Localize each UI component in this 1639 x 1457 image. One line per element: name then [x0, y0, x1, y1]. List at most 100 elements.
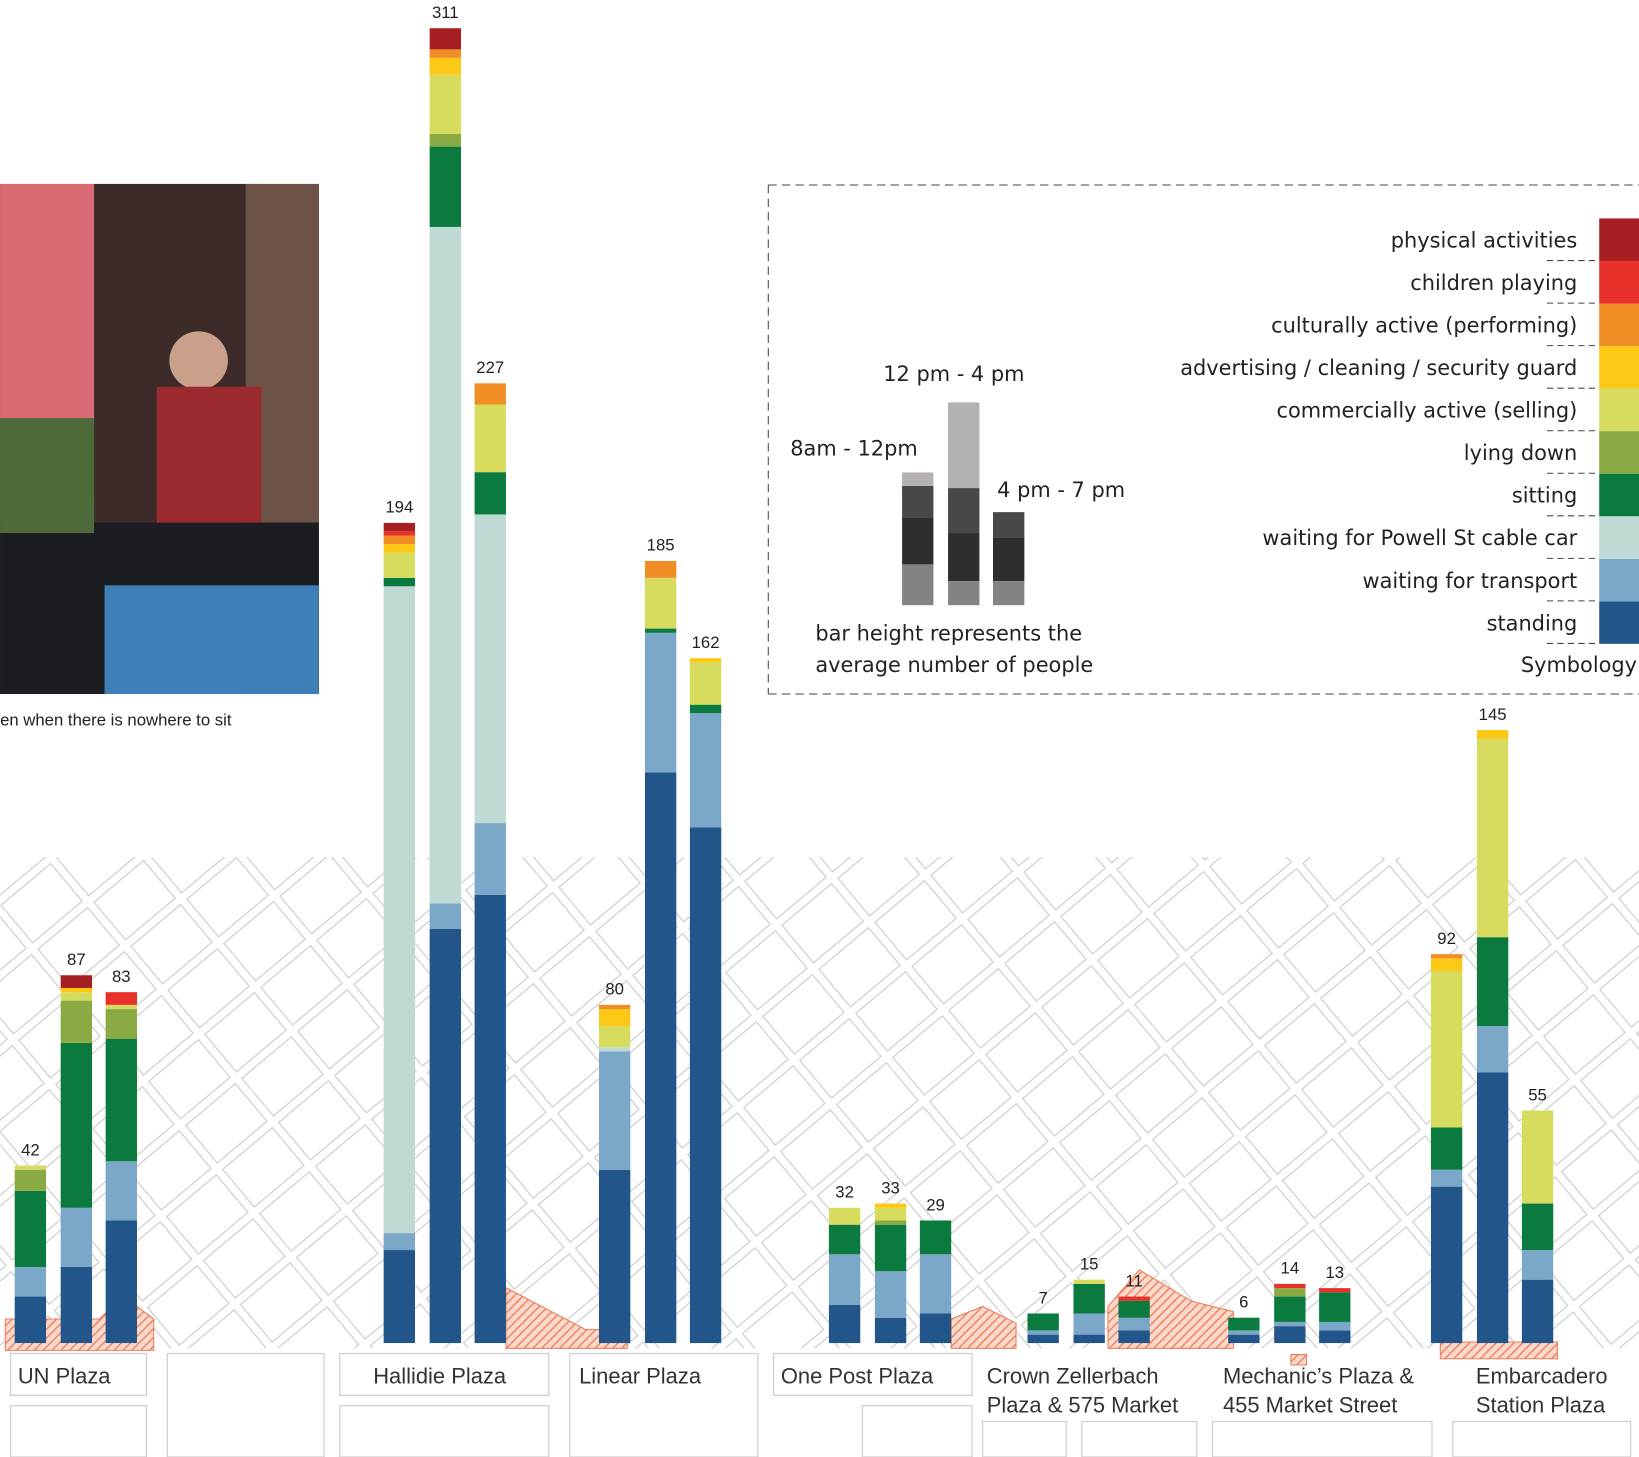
bar-segment	[1319, 1292, 1351, 1322]
legend-label: waiting for transport	[1363, 569, 1578, 593]
bar-segment	[1228, 1317, 1260, 1331]
bar-segment	[1274, 1296, 1306, 1322]
photo	[0, 183, 319, 695]
legend-swatch	[1599, 431, 1639, 474]
legend-label: culturally active (performing)	[1271, 314, 1577, 338]
bar-segment	[1274, 1283, 1306, 1289]
total-label: 11	[1125, 1271, 1142, 1290]
legend-swatch	[1599, 346, 1639, 389]
bar-segment	[1430, 1127, 1463, 1170]
total-label: 42	[21, 1140, 40, 1159]
total-label: 185	[647, 536, 675, 555]
bar-segment	[1073, 1283, 1105, 1314]
category-label: One Post Plaza	[781, 1363, 934, 1388]
total-label: 227	[476, 358, 504, 377]
bar-segment	[1027, 1330, 1059, 1335]
bar-segment	[1274, 1326, 1306, 1344]
bar-segment	[60, 992, 93, 1001]
bar-segment	[689, 827, 722, 1344]
bar-segment	[105, 1220, 137, 1344]
bar-segment	[429, 28, 461, 50]
bar-segment	[105, 1009, 137, 1039]
total-label: 33	[881, 1178, 900, 1197]
period-label: 4 pm - 7 pm	[997, 478, 1125, 502]
category-label: Station Plaza	[1476, 1393, 1606, 1418]
bar-segment	[14, 1296, 47, 1344]
bar-segment	[474, 472, 506, 515]
bar-segment	[429, 49, 461, 58]
legend-swatch	[1599, 303, 1639, 347]
total-label: 311	[432, 3, 459, 22]
bar-segment	[474, 894, 506, 1344]
total-label: 87	[67, 950, 86, 969]
street-map	[0, 857, 1639, 1457]
bar-segment	[429, 903, 461, 929]
legend-label: sitting	[1512, 484, 1577, 508]
category-label: Crown Zellerbach	[987, 1363, 1159, 1388]
bar-segment	[60, 1266, 93, 1344]
bar-segment	[429, 57, 461, 75]
bar-segment	[429, 133, 461, 147]
bar-segment	[429, 74, 461, 134]
legend-label: commercially active (selling)	[1277, 399, 1578, 423]
legend-title: Symbology	[1521, 653, 1637, 677]
legend-label: children playing	[1410, 271, 1577, 295]
bar-segment	[383, 1233, 416, 1251]
bar-segment	[1118, 1317, 1150, 1331]
bar-segment	[429, 928, 461, 1344]
bar-segment	[14, 1190, 47, 1267]
bar-segment	[60, 1207, 93, 1267]
bar-segment	[1228, 1334, 1260, 1344]
bar-segment	[1521, 1250, 1554, 1280]
total-label: 13	[1325, 1263, 1344, 1282]
bar-segment	[14, 1165, 47, 1170]
total-label: 80	[605, 980, 624, 999]
legend-swatch	[1599, 558, 1639, 602]
bar-segment	[1319, 1288, 1351, 1293]
bar-segment	[598, 1025, 631, 1048]
bar-segment	[598, 1004, 631, 1010]
category-label: 455 Market Street	[1223, 1393, 1397, 1418]
bar-segment	[60, 1000, 93, 1043]
legend-swatch	[1599, 388, 1639, 432]
bar-segment	[689, 662, 722, 705]
total-label: 83	[112, 967, 131, 986]
bar-segment	[1274, 1321, 1306, 1327]
legend-label: waiting for Powell St cable car	[1262, 526, 1577, 550]
legend: 8am - 12pm 12 pm - 4 pm 4 pm - 7 pm bar …	[767, 184, 1639, 695]
bar-segment	[1476, 1072, 1509, 1344]
category-label: Embarcadero	[1476, 1363, 1608, 1388]
bar-segment	[874, 1317, 907, 1344]
legend-swatch	[1599, 516, 1639, 559]
bar-segment	[644, 628, 677, 633]
bar-segment	[474, 823, 506, 895]
bar-segment	[1521, 1110, 1554, 1204]
bar-segment	[644, 577, 677, 629]
bar-segment	[1274, 1288, 1306, 1297]
bar-segment	[383, 1250, 416, 1344]
bar-segment	[1073, 1334, 1105, 1344]
bar-segment	[1430, 1169, 1463, 1187]
total-label: 14	[1281, 1259, 1300, 1278]
bar-segment	[919, 1313, 952, 1344]
bar-segment	[60, 987, 93, 993]
total-label: 55	[1528, 1085, 1547, 1104]
bar-segment	[1027, 1334, 1059, 1344]
bar-segment	[1319, 1321, 1351, 1331]
bar-segment	[1319, 1330, 1351, 1344]
bar-segment	[644, 632, 677, 773]
bar-segment	[644, 772, 677, 1344]
bar-segment	[474, 514, 506, 824]
total-label: 145	[1479, 705, 1507, 724]
bar-segment	[105, 1038, 137, 1162]
bar-segment	[828, 1305, 861, 1344]
bar-segment	[1521, 1203, 1554, 1251]
bar-segment	[14, 1169, 47, 1191]
bar-segment	[874, 1203, 907, 1208]
bar-segment	[383, 531, 416, 536]
legend-swatch	[1599, 218, 1639, 261]
total-label: 6	[1239, 1292, 1248, 1311]
total-label: 194	[385, 498, 413, 517]
bar-segment	[1476, 1025, 1509, 1073]
